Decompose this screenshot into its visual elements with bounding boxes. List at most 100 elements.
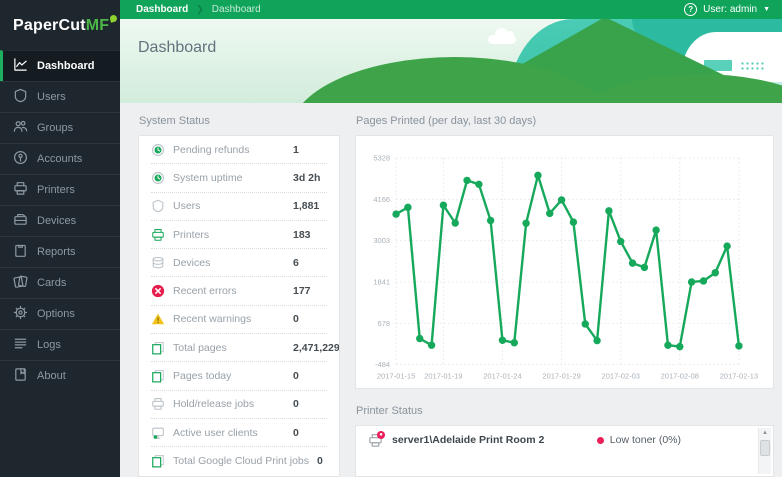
- status-label: Pending refunds: [173, 143, 250, 156]
- status-value: 2,471,229: [293, 341, 340, 354]
- status-value: 183: [293, 228, 311, 241]
- svg-text:2017-02-13: 2017-02-13: [720, 372, 758, 381]
- status-row: Printers 183: [151, 221, 327, 250]
- system-status-section: System Status Pending refunds 1 System upt…: [138, 113, 340, 477]
- svg-text:2017-02-03: 2017-02-03: [602, 372, 640, 381]
- sidebar-item-groups[interactable]: Groups: [0, 112, 120, 143]
- scrollbar[interactable]: ▲: [758, 428, 771, 474]
- sidebar-item-label: Groups: [37, 122, 74, 134]
- about-icon: [13, 367, 28, 385]
- options-icon: [13, 305, 28, 323]
- printer-green-icon: [151, 228, 165, 242]
- status-value: 1,881: [293, 200, 320, 213]
- sidebar-item-label: Users: [37, 91, 66, 103]
- breadcrumb-item-dashboard[interactable]: Dashboard: [136, 4, 189, 15]
- printer-status-text: Low toner (0%): [609, 434, 681, 446]
- breadcrumb-separator-icon: ❯: [196, 4, 204, 14]
- user-menu[interactable]: ? User: admin ▼: [684, 3, 770, 16]
- sidebar-item-label: About: [37, 370, 66, 382]
- sidebar-item-about[interactable]: About: [0, 360, 120, 391]
- pages-icon: [151, 454, 165, 468]
- svg-text:4166: 4166: [373, 195, 390, 204]
- error-icon: [151, 284, 165, 298]
- logs-icon: [13, 336, 28, 354]
- help-icon[interactable]: ?: [684, 3, 698, 16]
- sidebar-item-label: Reports: [37, 246, 76, 258]
- printer-name: server1\Adelaide Print Room 2: [392, 434, 545, 446]
- sidebar-item-label: Accounts: [37, 153, 83, 165]
- sidebar-item-printers[interactable]: Printers: [0, 174, 120, 205]
- papercut-logo[interactable]: PaperCutMF: [0, 0, 120, 50]
- status-value: 0: [293, 370, 299, 383]
- status-label: Pages today: [173, 370, 232, 383]
- status-row: Pages today 0: [151, 362, 327, 391]
- status-label: Total Google Cloud Print jobs: [173, 454, 309, 467]
- banner: Dashboard: [120, 19, 782, 103]
- accounts-icon: [13, 150, 28, 168]
- status-row: Total Google Cloud Print jobs 0: [151, 447, 327, 474]
- svg-text:2017-01-29: 2017-01-29: [542, 372, 580, 381]
- status-value: 0: [317, 454, 323, 467]
- sidebar-item-label: Devices: [37, 215, 77, 227]
- pages-printed-heading: Pages Printed (per day, last 30 days): [356, 115, 537, 127]
- sidebar-item-users[interactable]: Users: [0, 81, 120, 112]
- sidebar-item-logs[interactable]: Logs: [0, 329, 120, 360]
- client-icon: [151, 426, 165, 440]
- sidebar-item-label: Printers: [37, 184, 75, 196]
- status-value: 177: [293, 285, 311, 298]
- status-label: Total pages: [173, 341, 227, 354]
- status-value: 6: [293, 256, 299, 269]
- svg-text:-484: -484: [375, 360, 390, 369]
- sidebar-item-accounts[interactable]: Accounts: [0, 143, 120, 174]
- status-dot-icon: [596, 436, 604, 444]
- status-label: Recent warnings: [173, 313, 252, 326]
- page-title: Dashboard: [138, 39, 217, 56]
- sidebar-item-label: Dashboard: [37, 60, 95, 72]
- sidebar-item-reports[interactable]: Reports: [0, 236, 120, 267]
- pages-icon: [151, 369, 165, 383]
- printer-alert-icon: ●: [368, 430, 385, 448]
- logo-text-papercut: PaperCut: [13, 17, 86, 34]
- sidebar-nav: Dashboard Users Groups Accounts Printers Devi…: [0, 50, 120, 391]
- svg-text:2017-01-15: 2017-01-15: [377, 372, 415, 381]
- printers-icon: [13, 181, 28, 199]
- status-label: Recent errors: [173, 285, 237, 298]
- sidebar-item-label: Logs: [37, 339, 61, 351]
- status-value: 0: [293, 313, 299, 326]
- svg-text:2017-01-24: 2017-01-24: [483, 372, 521, 381]
- sidebar-item-cards[interactable]: Cards: [0, 267, 120, 298]
- scrollbar-thumb[interactable]: [760, 440, 770, 456]
- status-row: Hold/release jobs 0: [151, 391, 327, 419]
- status-label: System uptime: [173, 171, 243, 184]
- breadcrumb: Dashboard ❯ Dashboard: [136, 4, 261, 15]
- svg-text:5328: 5328: [373, 154, 390, 163]
- status-label: Hold/release jobs: [173, 398, 255, 411]
- status-label: Devices: [173, 256, 211, 269]
- pages-printed-chart: 5328 4166 3003 1841 678 -484 2017-01-15 2017-01…: [373, 154, 758, 381]
- scrollbar-up-icon[interactable]: ▲: [762, 430, 768, 436]
- printer-error-badge-icon: ●: [377, 430, 385, 439]
- pages-icon: [151, 341, 165, 355]
- system-status-card: Pending refunds 1 System uptime 3d 2h Users 1…: [138, 135, 340, 477]
- status-row: Recent warnings 0: [151, 306, 327, 335]
- sidebar: PaperCutMF Dashboard Users Groups Accounts P…: [0, 0, 120, 477]
- status-row: Users 1,881: [151, 193, 327, 221]
- pages-printed-chart-card: 5328 4166 3003 1841 678 -484 2017-01-15 2017-01…: [355, 135, 774, 389]
- printer-status-indicator: Low toner (0%): [596, 434, 681, 446]
- printer-gray-icon: [151, 397, 165, 411]
- devices-icon: [13, 212, 28, 230]
- top-bar: Dashboard ❯ Dashboard ? User: admin ▼: [120, 0, 782, 19]
- sidebar-item-dashboard[interactable]: Dashboard: [0, 50, 120, 81]
- system-status-heading: System Status: [139, 115, 210, 127]
- reports-icon: [13, 243, 28, 261]
- cards-icon: [13, 274, 28, 292]
- sidebar-item-options[interactable]: Options: [0, 298, 120, 329]
- sidebar-item-devices[interactable]: Devices: [0, 205, 120, 236]
- groups-icon: [13, 119, 28, 137]
- devices-stack-icon: [151, 256, 165, 270]
- status-value: 0: [293, 426, 299, 439]
- status-label: Users: [173, 200, 201, 213]
- printer-status-heading: Printer Status: [356, 405, 423, 417]
- printer-row[interactable]: ● server1\Adelaide Print Room 2 Low toner …: [356, 426, 755, 454]
